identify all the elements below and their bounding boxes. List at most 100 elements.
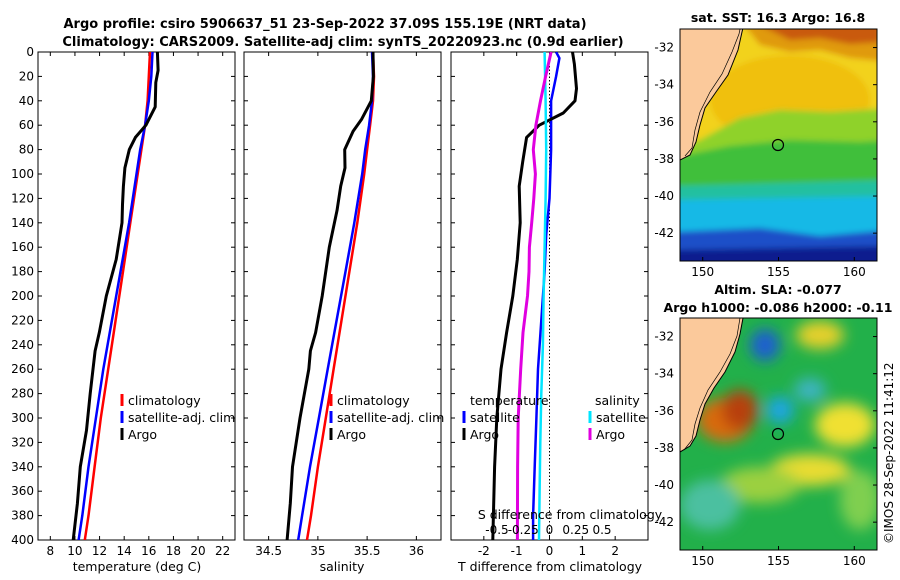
s-difference-ticks: -0.5 -0.25 0 0.25 0.5 bbox=[485, 523, 611, 537]
depth-tick-label: 160 bbox=[11, 240, 34, 254]
difference-depth-ticks bbox=[451, 51, 648, 541]
x-tick-label: 8 bbox=[46, 544, 54, 558]
lon-tick-label: 150 bbox=[691, 265, 714, 279]
x-tick-label: 2 bbox=[611, 544, 619, 558]
x-tick-label: 34.5 bbox=[255, 544, 282, 558]
s-difference-label: S difference from climatology bbox=[478, 507, 663, 522]
depth-tick-label: 220 bbox=[11, 313, 34, 327]
lat-tick-label: -42 bbox=[654, 515, 674, 529]
temperature-legend: climatology satellite-adj. clim Argo bbox=[120, 393, 235, 442]
x-tick-label: 1 bbox=[579, 544, 587, 558]
lat-tick-label: -34 bbox=[654, 367, 674, 381]
figure-title-line1: Argo profile: csiro 5906637_51 23-Sep-20… bbox=[63, 17, 586, 32]
sst-map: sat. SST: 16.3 Argo: 16.8 150 155 160 -32 -3… bbox=[654, 10, 878, 279]
s-tick-label: 0.25 bbox=[562, 523, 589, 537]
sla-map-ticks: 150 155 160 -32 -34 -36 -38 -40 -42 bbox=[654, 330, 877, 568]
lat-tick-label: -40 bbox=[654, 189, 674, 203]
depth-tick-label: 180 bbox=[11, 265, 34, 279]
s-tick-label: 0 bbox=[546, 523, 554, 537]
x-tick-label: 35.5 bbox=[354, 544, 381, 558]
depth-tick-label: 0 bbox=[26, 45, 34, 59]
legend-t-argo-label: Argo bbox=[470, 427, 499, 442]
depth-tick-label: 320 bbox=[11, 435, 34, 449]
depth-tick-label: 240 bbox=[11, 338, 34, 352]
x-tick-label: 10 bbox=[67, 544, 82, 558]
salinity-xlabel: salinity bbox=[320, 559, 365, 574]
x-tick-label: 18 bbox=[166, 544, 181, 558]
lat-tick-label: -38 bbox=[654, 152, 674, 166]
salinity-diff-legend: salinity satellite Argo bbox=[588, 393, 646, 442]
legend-satellite-label: satellite-adj. clim bbox=[128, 410, 235, 425]
depth-tick-label: 80 bbox=[19, 143, 34, 157]
x-tick-label: 20 bbox=[190, 544, 205, 558]
salinity-ticks: 34.5 35 35.5 36 bbox=[255, 52, 424, 558]
depth-tick-label: 300 bbox=[11, 411, 34, 425]
difference-axes bbox=[450, 51, 649, 541]
series-argo bbox=[285, 52, 375, 540]
legend-s-satellite-label: satellite bbox=[596, 410, 646, 425]
s-tick-label: -0.25 bbox=[508, 523, 539, 537]
t-difference-ticks: -2 -1 0 1 2 bbox=[478, 52, 619, 558]
series-argo bbox=[71, 52, 160, 540]
x-tick-label: 0 bbox=[546, 544, 554, 558]
sst-argo-marker bbox=[771, 138, 785, 152]
legend-climatology-label: climatology bbox=[128, 393, 201, 408]
depth-tick-label: 120 bbox=[11, 191, 34, 205]
depth-tick-label: 340 bbox=[11, 460, 34, 474]
figure-title-line2: Climatology: CARS2009. Satellite-adj cli… bbox=[62, 35, 623, 50]
lat-tick-label: -40 bbox=[654, 478, 674, 492]
lat-tick-label: -42 bbox=[654, 226, 674, 240]
depth-tick-label: 200 bbox=[11, 289, 34, 303]
x-tick-label: -1 bbox=[511, 544, 523, 558]
lon-tick-label: 160 bbox=[843, 554, 866, 568]
depth-tick-label: 360 bbox=[11, 484, 34, 498]
temperature-panel: 0 20 40 60 80 100 120 140 160 180 200 220 240 260 280 3… bbox=[11, 45, 236, 574]
depth-tick-label: 100 bbox=[11, 167, 34, 181]
lat-tick-label: -38 bbox=[654, 441, 674, 455]
x-tick-label: 35 bbox=[310, 544, 325, 558]
legend-argo-label: Argo bbox=[337, 427, 366, 442]
depth-tick-label: 60 bbox=[19, 118, 34, 132]
temperature-diff-legend: temperature satellite Argo bbox=[462, 393, 549, 442]
x-tick-label: 22 bbox=[215, 544, 230, 558]
salinity-depth-ticks bbox=[244, 51, 441, 541]
x-tick-label: 14 bbox=[117, 544, 132, 558]
x-tick-label: 12 bbox=[92, 544, 107, 558]
legend-t-satellite-label: satellite bbox=[470, 410, 520, 425]
sst-map-ticks: 150 155 160 -32 -34 -36 -38 -40 -42 bbox=[654, 41, 877, 279]
legend-salinity-title: salinity bbox=[595, 393, 640, 408]
legend-climatology-label: climatology bbox=[337, 393, 410, 408]
depth-tick-label: 20 bbox=[19, 69, 34, 83]
temperature-ticks: 8 10 12 14 16 18 20 22 bbox=[46, 52, 230, 558]
series-satellite-adj-clim bbox=[77, 52, 154, 540]
series-t-argo bbox=[491, 52, 578, 540]
salinity-legend: climatology satellite-adj. clim Argo bbox=[329, 393, 444, 442]
imos-timestamp: ©IMOS 28-Sep-2022 11:41:12 bbox=[882, 362, 896, 544]
sla-field bbox=[680, 318, 877, 550]
lon-tick-label: 150 bbox=[691, 554, 714, 568]
sla-map: Altim. SLA: -0.077 Argo h1000: -0.086 h2… bbox=[654, 282, 892, 568]
legend-satellite-label: satellite-adj. clim bbox=[337, 410, 444, 425]
depth-tick-label: 380 bbox=[11, 509, 34, 523]
temperature-xlabel: temperature (deg C) bbox=[73, 559, 202, 574]
sst-map-title: sat. SST: 16.3 Argo: 16.8 bbox=[691, 10, 865, 25]
x-tick-label: -2 bbox=[478, 544, 490, 558]
sla-map-title: Altim. SLA: -0.077 bbox=[714, 282, 841, 297]
t-difference-xlabel: T difference from climatology bbox=[457, 559, 643, 574]
x-tick-label: 36 bbox=[409, 544, 424, 558]
series-s-satellite bbox=[537, 52, 548, 540]
depth-ticks: 0 20 40 60 80 100 120 140 160 180 200 220 240 260 280 3… bbox=[11, 45, 235, 547]
lon-tick-label: 155 bbox=[767, 265, 790, 279]
temperature-axes bbox=[37, 51, 236, 541]
difference-panel: -2 -1 0 1 2 -0.5 -0.25 0 0.25 0.5 S difference f… bbox=[450, 51, 663, 574]
x-tick-label: 16 bbox=[141, 544, 156, 558]
lat-tick-label: -32 bbox=[654, 330, 674, 344]
lat-tick-label: -34 bbox=[654, 78, 674, 92]
s-tick-label: -0.5 bbox=[485, 523, 508, 537]
depth-tick-label: 260 bbox=[11, 362, 34, 376]
salinity-panel: 34.5 35 35.5 36 climatology satellite-adj. … bbox=[243, 51, 444, 574]
legend-temperature-title: temperature bbox=[470, 393, 549, 408]
depth-tick-label: 280 bbox=[11, 387, 34, 401]
depth-tick-label: 140 bbox=[11, 216, 34, 230]
depth-tick-label: 400 bbox=[11, 533, 34, 547]
